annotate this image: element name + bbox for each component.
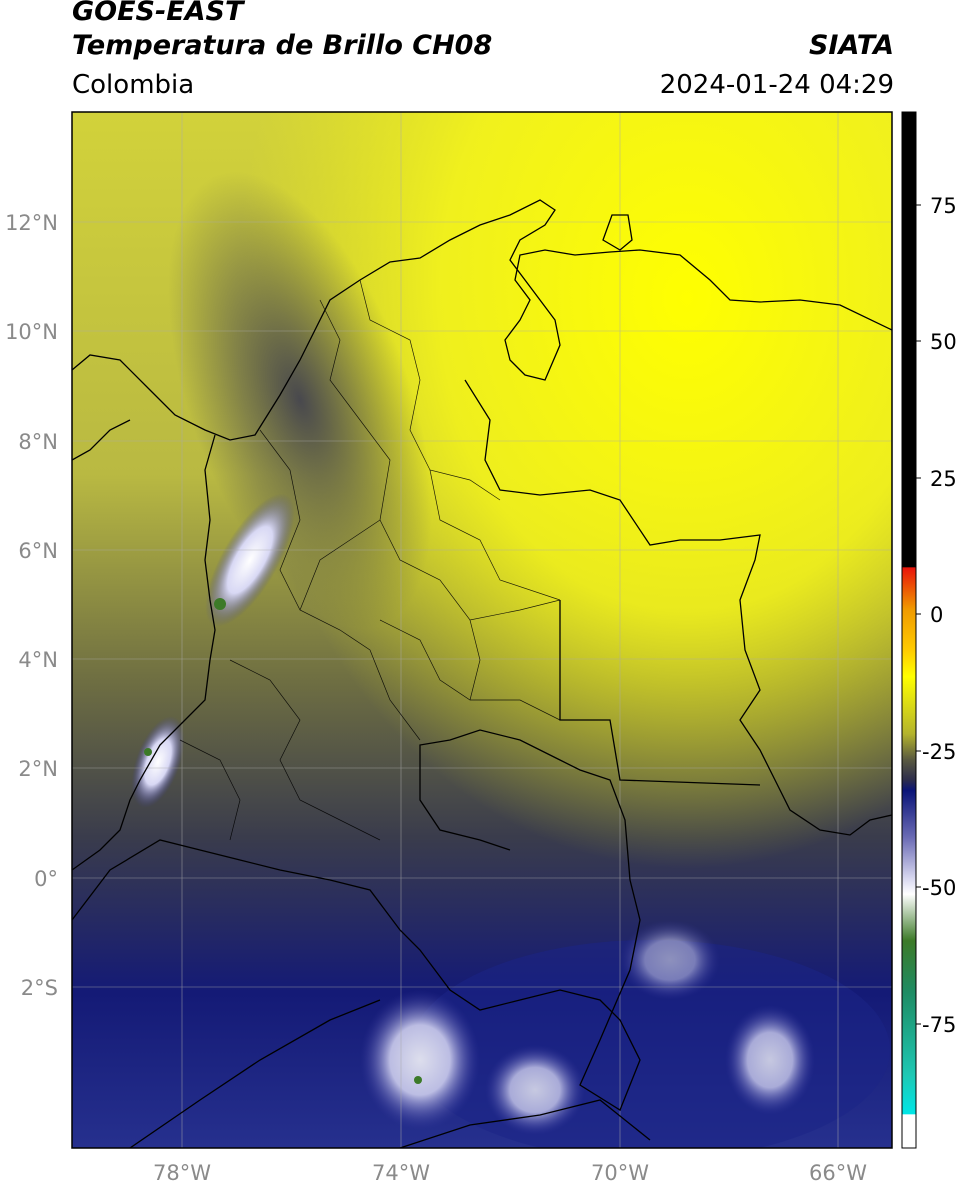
brightness-temperature-field bbox=[72, 112, 892, 1148]
colorbar: 75 50 25 0 -25 -50 -75 bbox=[901, 111, 957, 1149]
lat-tick-label: 0° bbox=[34, 867, 58, 891]
department-boundaries bbox=[179, 279, 561, 841]
lon-tick-label: 70°W bbox=[591, 1161, 649, 1185]
lon-tick-label: 78°W bbox=[153, 1161, 211, 1185]
cold-cloud-top-marker bbox=[414, 1076, 422, 1084]
lat-tick-label: 10°N bbox=[5, 320, 58, 344]
map-frame bbox=[71, 111, 893, 1149]
colorbar-tick-label: -75 bbox=[922, 1013, 956, 1037]
product-title: Temperatura de Brillo CH08 bbox=[72, 30, 493, 61]
colorbar-tick-label: -50 bbox=[922, 876, 956, 900]
latitude-axis: 12°N 10°N 8°N 6°N 4°N 2°N 0° 2°S bbox=[5, 211, 58, 1000]
cold-cloud-top-marker bbox=[144, 748, 152, 756]
org-label: SIATA bbox=[808, 30, 894, 61]
lat-tick-label: 8°N bbox=[18, 430, 58, 454]
lat-tick-label: 2°N bbox=[18, 757, 58, 781]
cold-cloud-top-marker bbox=[214, 598, 226, 610]
lon-tick-label: 74°W bbox=[372, 1161, 430, 1185]
colorbar-gradient bbox=[901, 111, 917, 1149]
colorbar-tick-label: 75 bbox=[930, 194, 957, 218]
lat-tick-label: 6°N bbox=[18, 539, 58, 563]
region-label: Colombia bbox=[72, 70, 195, 100]
timestamp-label: 2024-01-24 04:29 bbox=[659, 70, 894, 100]
coastlines-and-borders bbox=[72, 199, 892, 1148]
lat-tick-label: 4°N bbox=[18, 648, 58, 672]
colorbar-tick-label: 0 bbox=[930, 603, 943, 627]
colorbar-tick-label: 50 bbox=[930, 330, 957, 354]
lat-tick-label: 2°S bbox=[21, 976, 58, 1000]
colorbar-tick-label: 25 bbox=[930, 467, 957, 491]
lon-tick-label: 66°W bbox=[809, 1161, 867, 1185]
colorbar-tick-label: -25 bbox=[922, 740, 956, 764]
graticule bbox=[72, 112, 892, 1148]
lat-tick-label: 12°N bbox=[5, 211, 58, 235]
satellite-title: GOES-EAST bbox=[72, 0, 244, 27]
longitude-axis: 78°W 74°W 70°W 66°W bbox=[153, 1161, 867, 1185]
